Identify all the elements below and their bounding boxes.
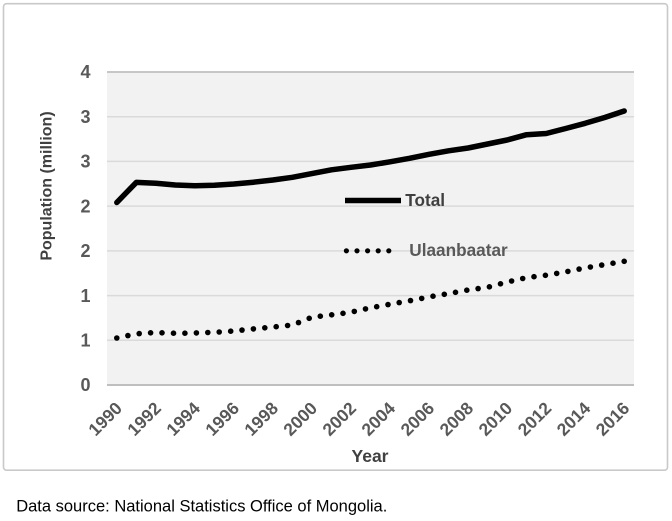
svg-text:Population (million): Population (million): [39, 111, 56, 260]
svg-text:0: 0: [80, 375, 90, 395]
svg-text:1: 1: [80, 331, 90, 351]
svg-text:Total: Total: [405, 190, 445, 210]
svg-text:3: 3: [80, 107, 90, 127]
svg-text:Year: Year: [352, 446, 389, 466]
svg-text:4: 4: [80, 62, 90, 82]
svg-text:Data source: National Statisti: Data source: National Statistics Office …: [16, 498, 387, 516]
svg-text:Ulaanbaatar: Ulaanbaatar: [409, 240, 508, 260]
svg-text:1: 1: [80, 286, 90, 306]
svg-text:2: 2: [80, 241, 90, 261]
svg-text:2: 2: [80, 196, 90, 216]
svg-text:3: 3: [80, 152, 90, 172]
